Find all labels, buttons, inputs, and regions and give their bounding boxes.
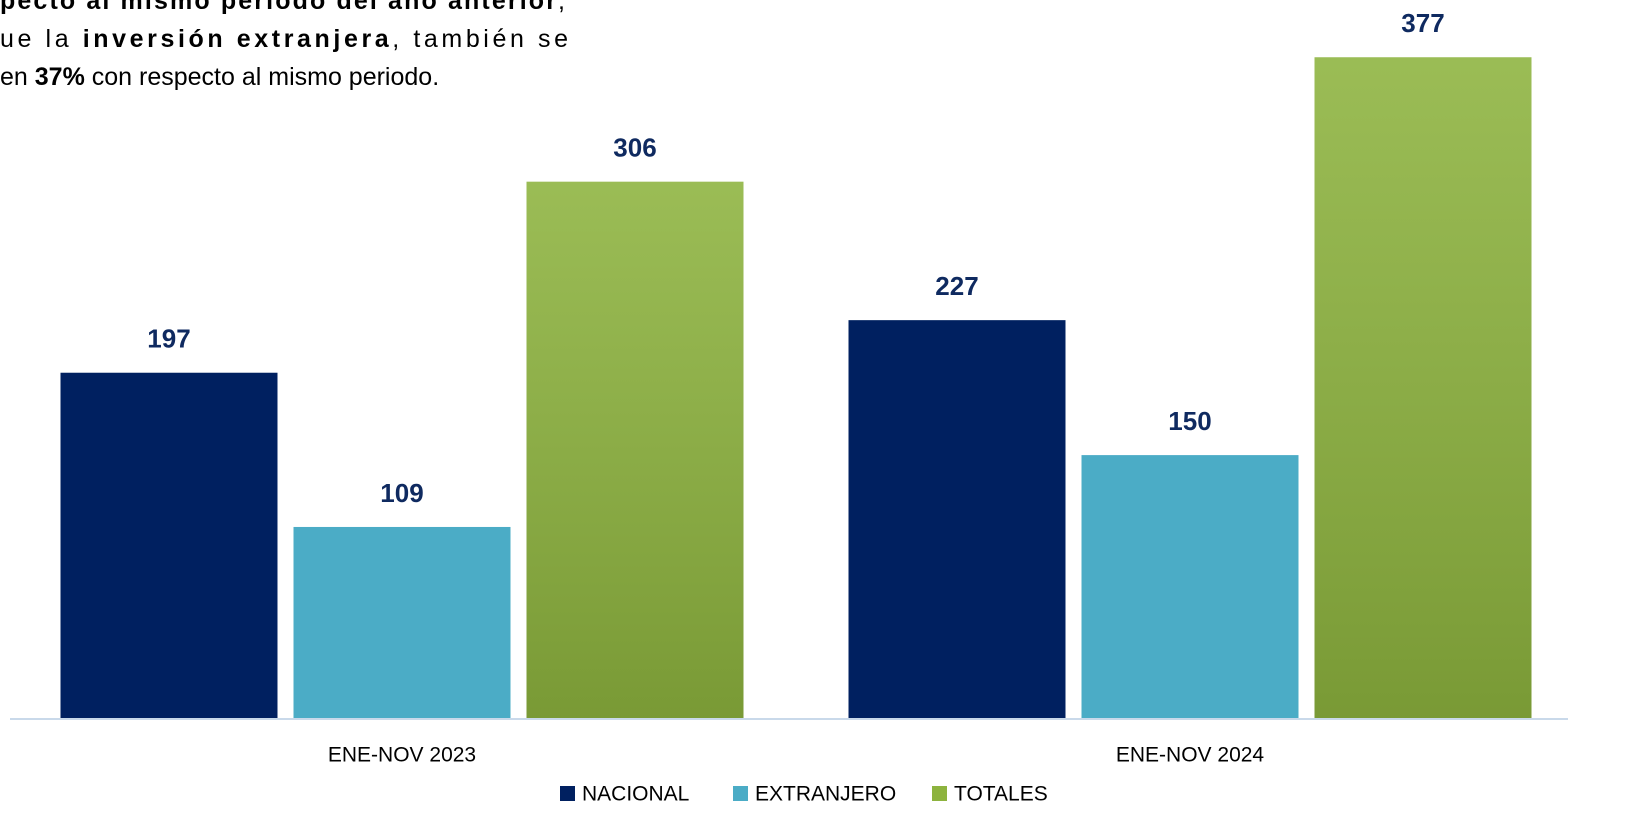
bar — [848, 320, 1066, 718]
bar — [60, 372, 278, 718]
annotation-text: , también se — [392, 25, 568, 53]
bar-shade — [526, 181, 744, 719]
value-label: 377 — [1401, 8, 1444, 38]
legend-swatch — [560, 786, 575, 801]
bar-shade — [1314, 57, 1532, 719]
annotation-line: en 37% con respecto al mismo periodo. — [0, 63, 439, 91]
bar — [293, 526, 511, 718]
legend-label: EXTRANJERO — [755, 783, 896, 806]
x-tick-label: ENE-NOV 2023 — [328, 744, 476, 767]
annotation-line: ue la inversión extranjera, también se — [0, 25, 568, 53]
legend-label: TOTALES — [954, 783, 1048, 806]
annotation-text: , — [558, 0, 565, 15]
x-tick-label: ENE-NOV 2024 — [1116, 744, 1265, 767]
annotation-text: inversión extranjera — [83, 25, 390, 53]
legend-swatch — [733, 786, 748, 801]
value-label: 227 — [935, 271, 978, 301]
annotation-text: pecto al mismo periodo del año anterior — [0, 0, 556, 15]
value-label: 109 — [380, 478, 423, 508]
value-label: 197 — [147, 324, 190, 354]
bar — [1081, 455, 1299, 718]
annotation-text: en — [0, 63, 35, 91]
value-label: 150 — [1168, 406, 1211, 436]
legend-label: NACIONAL — [582, 783, 689, 806]
annotation-text: 37% — [35, 63, 85, 91]
annotation-text: con respecto al mismo periodo. — [85, 63, 439, 91]
legend-swatch — [932, 786, 947, 801]
value-label: 306 — [613, 133, 656, 163]
annotation-line: pecto al mismo periodo del año anterior, — [0, 0, 565, 15]
annotation-text: ue la — [0, 25, 79, 53]
